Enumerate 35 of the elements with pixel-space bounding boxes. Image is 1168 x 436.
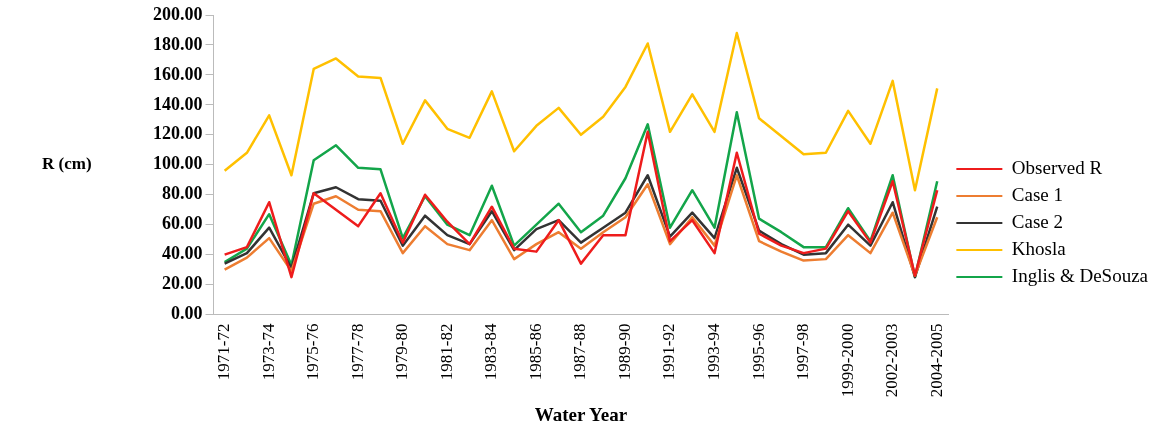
x-tick-label: 1995-96: [748, 323, 768, 381]
x-axis-title: Water Year: [534, 403, 628, 425]
y-tick-label: 180.00: [153, 33, 203, 54]
x-tick-label: 1989-90: [614, 323, 634, 381]
x-tick-label: 1977-78: [347, 323, 367, 381]
x-tick-label: 1975-76: [303, 323, 323, 381]
x-tick-label: 1985-86: [525, 323, 545, 381]
x-tick-label: 1973-74: [258, 323, 278, 381]
y-tick-label: 160.00: [153, 63, 203, 84]
x-tick-label: 1991-92: [659, 323, 679, 381]
x-tick-label: 1983-84: [481, 323, 501, 381]
x-tick-label: 2002-2003: [882, 323, 902, 398]
x-tick-label: 1979-80: [392, 323, 412, 381]
x-tick-label: 1971-72: [214, 323, 234, 381]
x-tick-label: 1987-88: [570, 323, 590, 381]
y-tick-label: 20.00: [162, 273, 203, 294]
y-tick-label: 200.00: [153, 3, 203, 24]
x-tick-label: 2004-2005: [926, 323, 946, 398]
legend-label: Case 2: [1011, 210, 1064, 232]
x-tick-label: 1993-94: [704, 323, 724, 381]
y-tick-label: 80.00: [162, 183, 203, 204]
legend-label: Case 1: [1011, 183, 1064, 205]
y-tick-label: 40.00: [162, 243, 203, 264]
legend-label: Observed R: [1011, 156, 1103, 178]
y-tick-label: 60.00: [162, 213, 203, 234]
legend-label: Inglis & DeSouza: [1011, 264, 1149, 286]
y-tick-label: 0.00: [171, 303, 203, 324]
legend-label: Khosla: [1011, 237, 1067, 259]
y-tick-label: 140.00: [153, 93, 203, 114]
y-tick-label: 100.00: [153, 153, 203, 174]
x-tick-label: 1997-98: [793, 323, 813, 381]
x-tick-label: 1999-2000: [837, 323, 857, 398]
x-tick-label: 1981-82: [436, 323, 456, 381]
y-tick-label: 120.00: [153, 123, 203, 144]
y-axis-title: R (cm): [42, 154, 92, 174]
